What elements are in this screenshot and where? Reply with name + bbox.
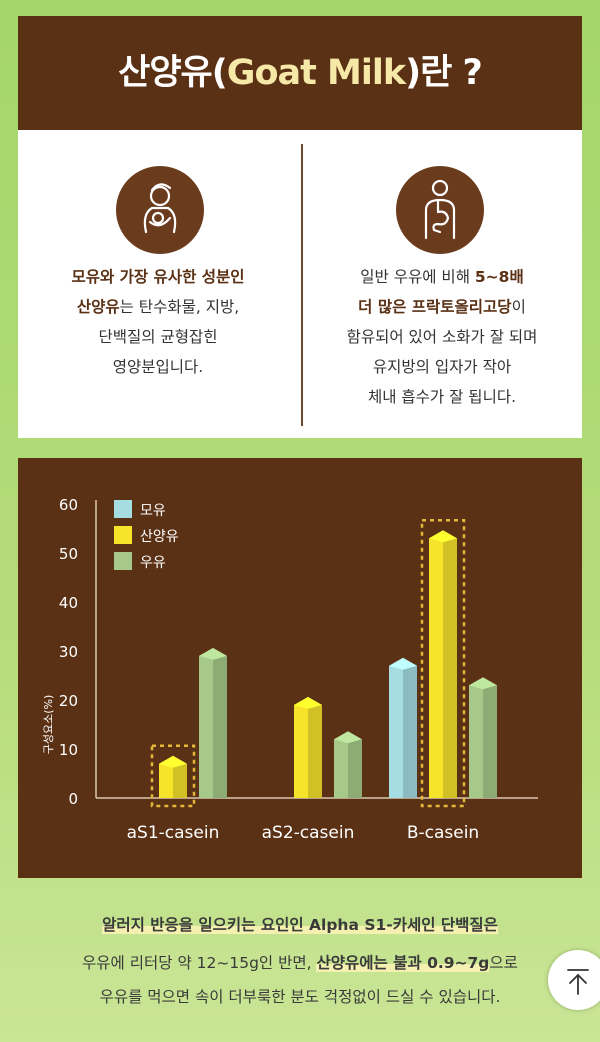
digestive-system-icon bbox=[396, 166, 484, 254]
bar-side-2-2 bbox=[483, 685, 497, 798]
y-tick-label-1: 10 bbox=[59, 741, 78, 759]
bar-side-2-1 bbox=[348, 739, 362, 798]
left-text-segment-0: 모유와 가장 유사한 성분인 bbox=[71, 268, 245, 286]
vertical-divider bbox=[301, 144, 303, 426]
y-tick-label-3: 30 bbox=[59, 643, 78, 661]
right-text-segment-0: 일반 우유에 비해 bbox=[360, 268, 475, 286]
title-prefix: 산양유( bbox=[118, 53, 228, 93]
right-text-segment-6: 체내 흡수가 잘 됩니다. bbox=[367, 388, 517, 406]
left-text-segment-4: 영양분입니다. bbox=[112, 358, 204, 376]
y-tick-label-4: 40 bbox=[59, 594, 78, 612]
y-axis-label: 구성요소(%) bbox=[42, 695, 55, 755]
right-text-segment-1: 5~8배 bbox=[474, 268, 524, 286]
bar-top-2-0 bbox=[199, 647, 227, 660]
legend-label-1: 산양유 bbox=[140, 529, 179, 545]
bar-top-1-2 bbox=[429, 530, 457, 543]
bar-top-1-1 bbox=[294, 696, 322, 709]
mother-baby-icon bbox=[116, 166, 204, 254]
y-tick-label-2: 20 bbox=[59, 692, 78, 710]
footer-line-2: 우유에 리터당 약 12~15g인 반면, 산양유에는 불과 0.9~7g으로 bbox=[0, 948, 600, 979]
right-text-segment-5: 유지방의 입자가 작아 bbox=[372, 358, 512, 376]
casein-bar-chart: 0 10 20 30 40 50 60 구성요소(%) aS1-casein aS2-casein… bbox=[42, 496, 538, 843]
left-text-segment-1: 산양유 bbox=[76, 298, 120, 316]
highlight-box-0 bbox=[150, 744, 196, 808]
title-banner: 산양유(Goat Milk)란 ? bbox=[18, 16, 582, 130]
title-english: Goat Milk bbox=[226, 53, 406, 93]
legend-swatch-0 bbox=[114, 500, 132, 518]
bar-1-0 bbox=[159, 763, 173, 798]
right-text-segment-2: 더 많은 프락토올리고당 bbox=[358, 298, 512, 316]
bar-2-0 bbox=[199, 655, 213, 798]
scroll-top-button[interactable] bbox=[548, 950, 600, 1010]
bar-2-1 bbox=[334, 739, 348, 798]
footer-highlight-2: 산양유에는 불과 0.9~7g bbox=[316, 954, 490, 972]
page-title: 산양유(Goat Milk)란 ? bbox=[18, 16, 582, 130]
x-tick-label-0: aS1-casein bbox=[127, 823, 220, 843]
bar-0-2 bbox=[389, 665, 403, 798]
bar-top-0-2 bbox=[389, 657, 417, 670]
right-text-segment-4: 함유되어 있어 소화가 잘 되며 bbox=[346, 328, 538, 346]
legend-swatch-2 bbox=[114, 552, 132, 570]
footer-text-2c: 으로 bbox=[489, 954, 518, 972]
bar-side-1-0 bbox=[173, 763, 187, 798]
footer-highlight-1: 알러지 반응을 일으키는 요인인 Alpha S1-카세인 단백질은 bbox=[102, 916, 498, 934]
bar-side-1-1 bbox=[308, 704, 322, 798]
footer-line-3: 우유를 먹으면 속이 더부룩한 분도 걱정없이 드실 수 있습니다. bbox=[99, 988, 501, 1006]
bar-2-2 bbox=[469, 685, 483, 798]
legend-swatch-1 bbox=[114, 526, 132, 544]
bar-top-2-2 bbox=[469, 677, 497, 690]
y-tick-label-0: 0 bbox=[68, 790, 78, 808]
legend-label-2: 우유 bbox=[140, 555, 166, 571]
bar-top-2-1 bbox=[334, 731, 362, 744]
legend-label-0: 모유 bbox=[140, 503, 166, 519]
bar-top-1-0 bbox=[159, 755, 187, 768]
title-suffix: )란 ? bbox=[405, 53, 483, 93]
y-tick-label-6: 60 bbox=[59, 496, 78, 514]
footer-line-1: 알러지 반응을 일으키는 요인인 Alpha S1-카세인 단백질은 bbox=[0, 910, 600, 941]
arrow-up-icon bbox=[567, 969, 589, 995]
left-text-segment-2: 는 탄수화물, 지방, bbox=[119, 298, 240, 316]
bar-1-2 bbox=[429, 538, 443, 798]
x-tick-label-1: aS2-casein bbox=[262, 823, 355, 843]
bar-1-1 bbox=[294, 704, 308, 798]
bar-side-0-2 bbox=[403, 665, 417, 798]
highlight-box-2 bbox=[420, 519, 466, 808]
chart-panel: 0 10 20 30 40 50 60 구성요소(%) aS1-casein aS2-casein… bbox=[18, 458, 582, 878]
bar-side-2-0 bbox=[213, 655, 227, 798]
y-tick-label-5: 50 bbox=[59, 545, 78, 563]
footer-text-2a: 우유에 리터당 약 12~15g인 반면, bbox=[82, 954, 317, 972]
x-tick-label-2: B-casein bbox=[407, 823, 479, 843]
bar-side-1-2 bbox=[443, 538, 457, 798]
right-text-segment-3: 이 bbox=[511, 298, 526, 316]
left-text-segment-3: 단백질의 균형잡힌 bbox=[98, 328, 218, 346]
